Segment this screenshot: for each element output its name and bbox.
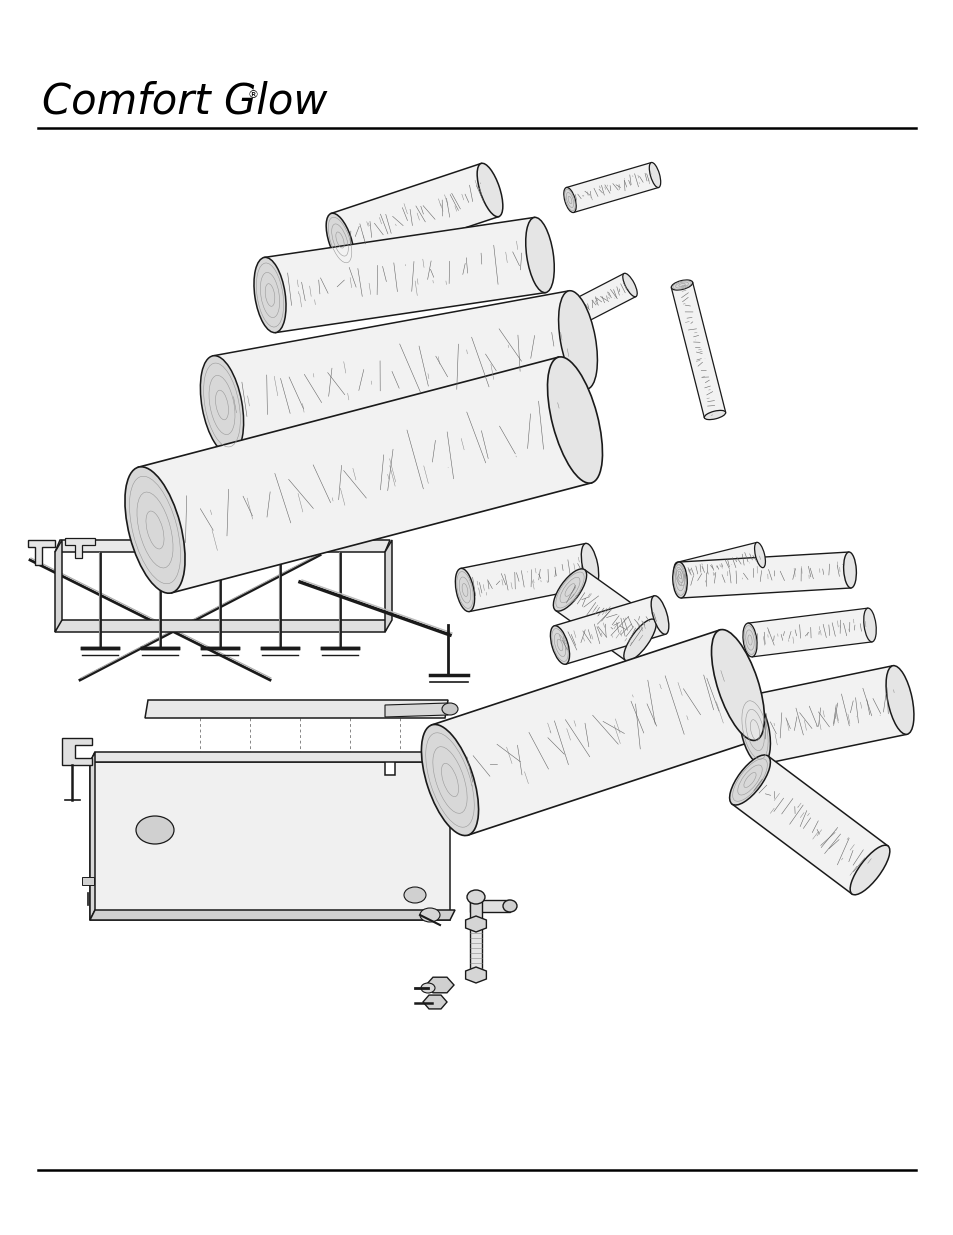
Ellipse shape [125, 467, 185, 593]
Ellipse shape [672, 562, 686, 598]
Bar [82, 877, 94, 885]
Ellipse shape [754, 542, 764, 568]
Polygon shape [65, 538, 95, 558]
Ellipse shape [420, 983, 435, 993]
Text: Comfort Glow: Comfort Glow [42, 80, 327, 122]
Polygon shape [62, 739, 91, 764]
Ellipse shape [649, 163, 660, 188]
Ellipse shape [547, 357, 602, 483]
Polygon shape [385, 540, 392, 632]
Polygon shape [331, 163, 498, 267]
Polygon shape [671, 283, 725, 417]
Polygon shape [90, 762, 450, 920]
Ellipse shape [862, 608, 876, 642]
Ellipse shape [671, 280, 692, 290]
Ellipse shape [136, 816, 173, 844]
Polygon shape [426, 977, 454, 993]
Polygon shape [554, 595, 665, 664]
Ellipse shape [563, 188, 576, 212]
Ellipse shape [842, 552, 856, 588]
Ellipse shape [739, 695, 770, 764]
Ellipse shape [476, 163, 502, 217]
Ellipse shape [553, 569, 586, 611]
Polygon shape [90, 910, 455, 920]
Polygon shape [465, 916, 486, 932]
Ellipse shape [558, 290, 597, 389]
Polygon shape [565, 273, 636, 326]
Polygon shape [460, 543, 594, 611]
Ellipse shape [525, 217, 554, 293]
Ellipse shape [550, 626, 569, 664]
Polygon shape [747, 608, 871, 657]
Ellipse shape [849, 845, 889, 895]
Ellipse shape [623, 619, 656, 661]
Ellipse shape [326, 214, 354, 267]
Polygon shape [213, 290, 586, 454]
Polygon shape [55, 540, 62, 632]
Polygon shape [264, 217, 545, 332]
Polygon shape [55, 620, 390, 632]
Ellipse shape [441, 703, 457, 715]
Polygon shape [90, 752, 95, 920]
Polygon shape [470, 925, 481, 974]
Ellipse shape [651, 595, 668, 635]
Polygon shape [566, 163, 658, 212]
Polygon shape [432, 630, 756, 835]
Polygon shape [422, 995, 447, 1009]
Ellipse shape [580, 543, 598, 587]
Ellipse shape [729, 755, 770, 805]
Polygon shape [465, 967, 486, 983]
Polygon shape [731, 756, 887, 894]
Ellipse shape [711, 630, 763, 741]
Polygon shape [28, 540, 55, 564]
Polygon shape [470, 900, 510, 911]
Polygon shape [679, 552, 850, 598]
Ellipse shape [674, 562, 685, 588]
Polygon shape [55, 540, 390, 552]
Ellipse shape [455, 568, 475, 611]
Polygon shape [90, 752, 455, 762]
Ellipse shape [703, 410, 725, 420]
Polygon shape [676, 542, 762, 588]
Ellipse shape [200, 356, 243, 454]
Ellipse shape [742, 624, 757, 657]
Ellipse shape [419, 908, 439, 923]
Ellipse shape [885, 666, 913, 735]
Ellipse shape [467, 890, 484, 904]
Polygon shape [747, 666, 906, 764]
Ellipse shape [564, 304, 578, 327]
Polygon shape [555, 569, 654, 661]
Ellipse shape [421, 725, 478, 836]
Polygon shape [138, 357, 591, 593]
Ellipse shape [253, 257, 286, 332]
Polygon shape [385, 703, 448, 718]
Ellipse shape [403, 887, 426, 903]
Ellipse shape [622, 273, 637, 296]
Polygon shape [470, 900, 481, 923]
Ellipse shape [502, 900, 517, 911]
Text: ®: ® [248, 90, 258, 100]
Polygon shape [145, 700, 448, 718]
